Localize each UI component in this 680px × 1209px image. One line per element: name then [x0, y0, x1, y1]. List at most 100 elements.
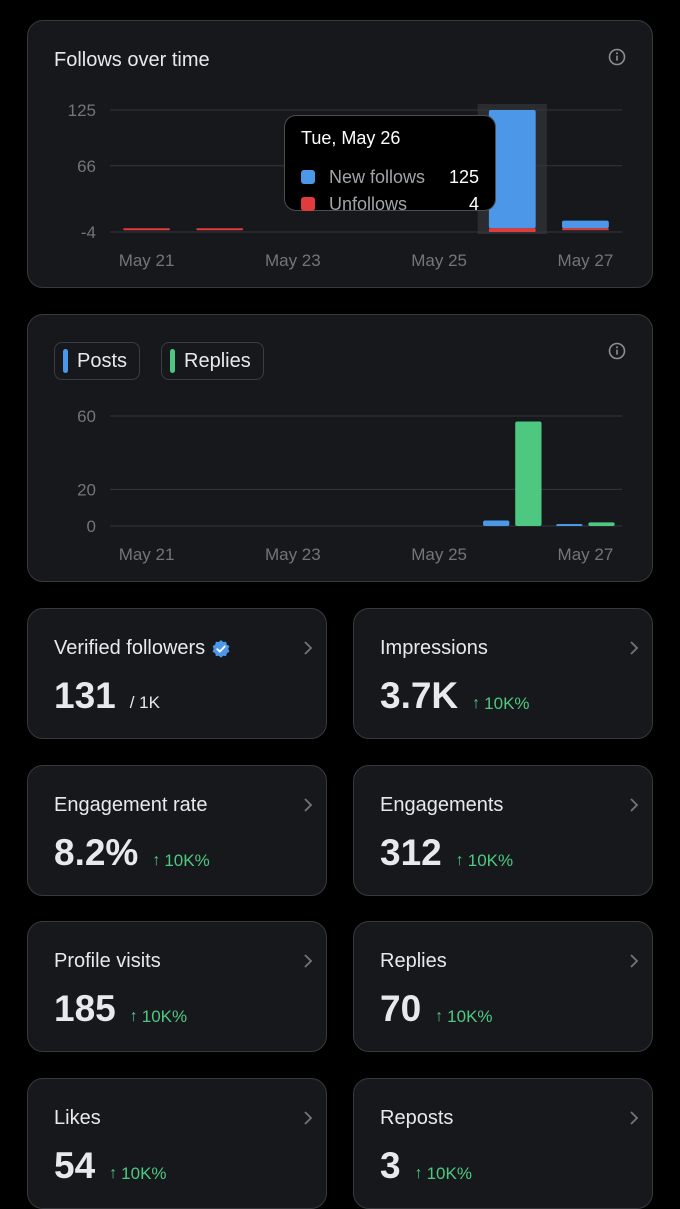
arrow-up-icon: ↑	[472, 695, 481, 712]
stat-label: Engagement rate	[54, 794, 208, 816]
verified-badge-icon	[212, 639, 230, 658]
new-follows-swatch	[301, 170, 315, 184]
stat-value: 54	[54, 1145, 96, 1186]
bar-unfollows	[488, 228, 536, 232]
stat-value: 70	[380, 988, 422, 1029]
stat-value-row: 312 ↑ 10K%	[380, 832, 513, 874]
stat-value: 8.2%	[54, 832, 139, 873]
stat-value-row: 54 ↑ 10K%	[54, 1145, 167, 1187]
stat-goal: / 1K	[129, 693, 160, 712]
chevron-right-icon	[630, 954, 639, 968]
arrow-up-icon: ↑	[152, 852, 161, 869]
y-tick-label: 66	[77, 157, 96, 176]
arrow-up-icon: ↑	[129, 1008, 138, 1025]
stat-delta: ↑ 10K%	[109, 1164, 166, 1184]
bar-unfollows	[123, 228, 170, 231]
stat-delta: ↑ 10K%	[130, 1007, 187, 1027]
y-tick-label: 20	[77, 480, 96, 499]
stat-card-reposts[interactable]: Reposts 3 ↑ 10K%	[353, 1078, 653, 1209]
stat-delta: ↑ 10K%	[472, 694, 529, 714]
x-tick-label: May 25	[411, 545, 467, 564]
stat-value-row: 70 ↑ 10K%	[380, 988, 493, 1030]
replies-swatch	[170, 349, 175, 373]
bar-new-follows	[562, 220, 609, 229]
chevron-right-icon	[304, 1111, 313, 1125]
stat-card-engagements[interactable]: Engagements 312 ↑ 10K%	[353, 765, 653, 896]
bar-posts	[483, 520, 510, 526]
stat-card-impressions[interactable]: Impressions 3.7K ↑ 10K%	[353, 608, 653, 739]
stat-value-row: 8.2% ↑ 10K%	[54, 832, 210, 874]
stat-card-engagement-rate[interactable]: Engagement rate 8.2% ↑ 10K%	[27, 765, 327, 896]
stat-card-profile-visits[interactable]: Profile visits 185 ↑ 10K%	[27, 921, 327, 1052]
stat-delta-text: 10K%	[484, 694, 530, 713]
stat-label: Engagements	[380, 794, 504, 816]
stat-card-replies[interactable]: Replies 70 ↑ 10K%	[353, 921, 653, 1052]
chevron-right-icon	[630, 641, 639, 655]
x-tick-label: May 27	[558, 545, 614, 564]
stat-value: 185	[54, 988, 116, 1029]
stat-label: Likes	[54, 1107, 101, 1129]
legend-replies-label: Replies	[184, 349, 251, 372]
unfollows-swatch	[301, 197, 315, 211]
stat-delta: ↑ 10K%	[435, 1007, 492, 1027]
legend-posts-label: Posts	[77, 349, 128, 372]
stat-value-row: 3.7K ↑ 10K%	[380, 675, 530, 717]
stat-value: 131	[54, 675, 116, 716]
stat-label: Reposts	[380, 1107, 454, 1129]
arrow-up-icon: ↑	[455, 852, 464, 869]
x-tick-label: May 25	[411, 251, 467, 270]
stat-card-likes[interactable]: Likes 54 ↑ 10K%	[27, 1078, 327, 1209]
x-tick-label: May 21	[119, 545, 175, 564]
chevron-right-icon	[630, 1111, 639, 1125]
stat-label: Replies	[380, 950, 447, 972]
stat-value-row: 131 / 1K	[54, 675, 160, 717]
info-icon[interactable]	[608, 342, 626, 360]
stat-delta: ↑ 10K%	[415, 1164, 472, 1184]
posts-swatch	[63, 349, 68, 373]
x-tick-label: May 27	[558, 251, 614, 270]
follows-chart[interactable]: 125 66 -4 May 21 May 23 May 25 May 27	[28, 21, 654, 289]
tooltip-date: Tue, May 26	[301, 128, 401, 148]
chevron-right-icon	[630, 798, 639, 812]
x-tick-label: May 23	[265, 251, 321, 270]
stat-card-verified-followers[interactable]: Verified followers 131 / 1K	[27, 608, 327, 739]
chevron-right-icon	[304, 641, 313, 655]
stat-delta-text: 10K%	[467, 851, 514, 870]
stat-label: Profile visits	[54, 950, 161, 972]
tooltip-row-new-follows: New follows 125	[301, 166, 479, 188]
bar-replies	[515, 421, 542, 526]
bar-replies	[588, 522, 615, 526]
stat-delta: ↑ 10K%	[152, 851, 209, 871]
stat-value: 3	[380, 1145, 401, 1186]
chevron-right-icon	[304, 798, 313, 812]
stat-label: Verified followers	[54, 637, 231, 660]
arrow-up-icon: ↑	[435, 1008, 444, 1025]
tooltip-label: Unfollows	[329, 193, 408, 214]
arrow-up-icon: ↑	[109, 1165, 118, 1182]
x-tick-label: May 23	[265, 545, 321, 564]
stat-value: 312	[380, 832, 442, 873]
y-tick-label: 60	[77, 407, 96, 426]
y-tick-label: -4	[81, 223, 96, 242]
stat-value-row: 185 ↑ 10K%	[54, 988, 187, 1030]
bar-posts	[556, 524, 583, 526]
bar-unfollows	[196, 228, 244, 231]
x-tick-label: May 21	[119, 251, 175, 270]
legend-replies-toggle[interactable]: Replies	[161, 342, 264, 380]
arrow-up-icon: ↑	[414, 1165, 423, 1182]
info-icon[interactable]	[608, 48, 626, 66]
stat-value: 3.7K	[380, 675, 459, 716]
posts-replies-chart[interactable]: 60 20 0 May 21 May 23 May 25 May 27	[28, 315, 654, 583]
tooltip-label: New follows	[329, 166, 426, 187]
stat-delta-text: 10K%	[447, 1007, 493, 1026]
stat-delta-text: 10K%	[426, 1164, 472, 1183]
bar-unfollows	[562, 228, 609, 231]
chevron-right-icon	[304, 954, 313, 968]
follows-over-time-card: 125 66 -4 May 21 May 23 May 25 May 27 Follows …	[27, 20, 653, 288]
legend-posts-toggle[interactable]: Posts	[54, 342, 141, 380]
tooltip-row-unfollows: Unfollows 4	[301, 193, 479, 215]
stat-delta-text: 10K%	[121, 1164, 167, 1183]
bar-new-follows	[488, 110, 536, 229]
y-tick-label: 125	[68, 101, 96, 120]
chart-tooltip: Tue, May 26 New follows 125 Unfollows 4	[284, 115, 496, 214]
